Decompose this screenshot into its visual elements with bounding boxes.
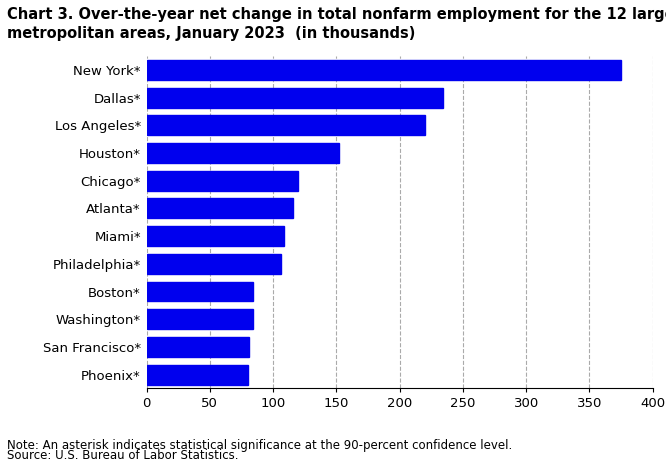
Bar xyxy=(147,282,253,301)
Bar xyxy=(147,254,280,274)
Bar xyxy=(147,337,249,357)
Bar xyxy=(147,171,298,191)
Bar xyxy=(147,60,621,80)
Bar xyxy=(147,226,284,246)
Bar xyxy=(147,88,443,108)
Bar xyxy=(147,116,425,135)
Text: Source: U.S. Bureau of Labor Statistics.: Source: U.S. Bureau of Labor Statistics. xyxy=(7,449,238,462)
Bar xyxy=(147,365,248,385)
Text: Chart 3. Over-the-year net change in total nonfarm employment for the 12 largest: Chart 3. Over-the-year net change in tot… xyxy=(7,7,666,22)
Bar xyxy=(147,198,293,219)
Bar xyxy=(147,143,339,163)
Bar xyxy=(147,309,253,329)
Text: metropolitan areas, January 2023  (in thousands): metropolitan areas, January 2023 (in tho… xyxy=(7,26,415,41)
Text: Note: An asterisk indicates statistical significance at the 90-percent confidenc: Note: An asterisk indicates statistical … xyxy=(7,439,512,452)
